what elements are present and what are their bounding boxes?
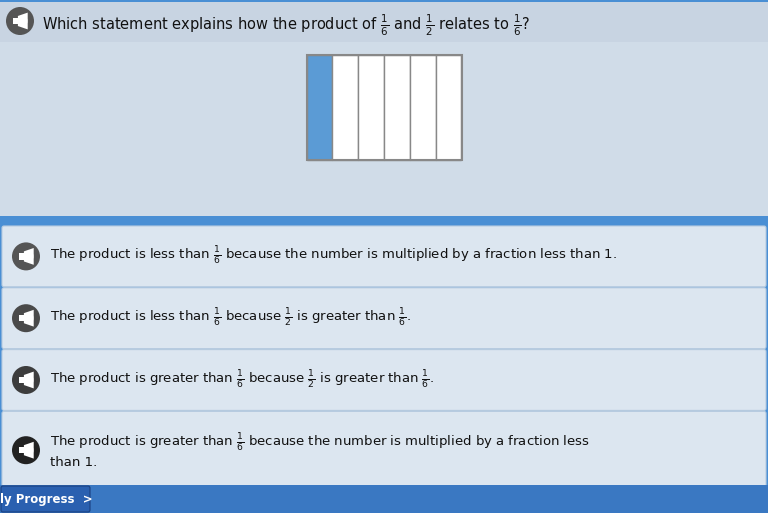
FancyBboxPatch shape — [1, 486, 90, 512]
Circle shape — [6, 7, 34, 35]
FancyBboxPatch shape — [2, 288, 766, 349]
Bar — [306, 55, 462, 160]
Text: The product is greater than $\frac{1}{6}$ because $\frac{1}{2}$ is greater than : The product is greater than $\frac{1}{6}… — [50, 369, 434, 391]
Polygon shape — [24, 310, 34, 327]
Bar — [435, 55, 462, 160]
Circle shape — [12, 243, 40, 270]
Bar — [19, 315, 24, 321]
Bar — [306, 55, 333, 160]
Circle shape — [12, 436, 40, 464]
Circle shape — [12, 366, 40, 394]
Bar — [13, 18, 18, 24]
Bar — [0, 0, 768, 2]
Bar — [358, 55, 384, 160]
Text: ly Progress  >: ly Progress > — [0, 492, 92, 505]
Polygon shape — [18, 13, 28, 29]
Bar — [0, 485, 768, 513]
Bar — [19, 377, 24, 383]
Polygon shape — [24, 371, 34, 388]
Text: The product is less than $\frac{1}{6}$ because $\frac{1}{2}$ is greater than $\f: The product is less than $\frac{1}{6}$ b… — [50, 307, 411, 329]
Polygon shape — [24, 442, 34, 459]
FancyBboxPatch shape — [2, 349, 766, 410]
Bar — [333, 55, 358, 160]
Bar — [410, 55, 435, 160]
FancyBboxPatch shape — [2, 411, 766, 489]
Bar — [0, 0, 768, 220]
Bar — [19, 447, 24, 453]
Text: The product is less than $\frac{1}{6}$ because the number is multiplied by a fra: The product is less than $\frac{1}{6}$ b… — [50, 245, 617, 267]
Text: The product is greater than $\frac{1}{6}$ because the number is multiplied by a : The product is greater than $\frac{1}{6}… — [50, 431, 590, 469]
Bar — [384, 55, 410, 160]
Circle shape — [12, 304, 40, 332]
Text: Which statement explains how the product of $\frac{1}{6}$ and $\frac{1}{2}$ rela: Which statement explains how the product… — [42, 13, 530, 38]
Polygon shape — [24, 248, 34, 265]
Bar — [19, 253, 24, 260]
FancyBboxPatch shape — [2, 226, 766, 287]
Bar — [0, 0, 768, 42]
Bar — [0, 216, 768, 224]
